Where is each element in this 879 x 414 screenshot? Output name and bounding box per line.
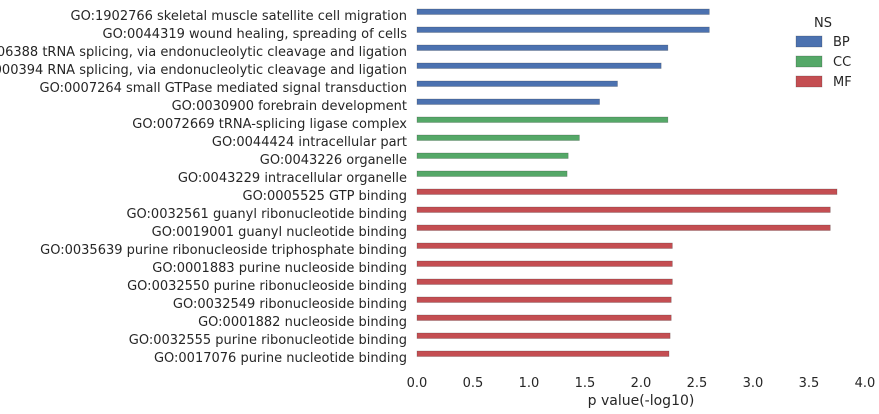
y-tick-label: GO:0030900 forebrain development [172, 99, 407, 114]
y-tick-label: GO:0032555 purine ribonucleotide binding [129, 333, 407, 348]
y-tick-label: GO:0043229 intracellular organelle [178, 171, 407, 186]
bar-mf [416, 278, 673, 285]
bar-bp [416, 26, 710, 33]
bar-mf [416, 242, 673, 249]
x-tick-label: 3.0 [743, 376, 764, 391]
y-tick-label: GO:0017076 purine nucleotide binding [154, 351, 407, 366]
y-tick-label: GO:0032550 purine ribonucleoside binding [127, 279, 407, 294]
y-tick-label: GO:0001882 nucleoside binding [198, 315, 407, 330]
y-tick-label: GO:0007264 small GTPase mediated signal … [40, 81, 407, 96]
legend-swatch-mf [795, 75, 823, 88]
y-tick-label: GO:0072669 tRNA-splicing ligase complex [132, 117, 407, 132]
x-axis-label: p value(-log10) [588, 393, 695, 409]
x-tick-label: 4.0 [855, 376, 876, 391]
y-tick-label: GO:0043226 organelle [260, 153, 407, 168]
x-tick-label: 1.0 [519, 376, 540, 391]
y-tick-label: GO:0035639 purine ribonucleoside triphos… [40, 243, 407, 258]
bar-mf [416, 332, 671, 339]
bar-bp [416, 62, 662, 69]
bar-bp [416, 8, 710, 15]
y-tick-label: GO:0006388 tRNA splicing, via endonucleo… [0, 45, 407, 60]
x-tick-label: 0.5 [463, 376, 484, 391]
bar-cc [416, 134, 580, 141]
bar-bp [416, 80, 618, 87]
bar-bp [416, 44, 669, 51]
x-tick-label: 1.5 [575, 376, 596, 391]
x-tick-label: 2.0 [631, 376, 652, 391]
y-tick-label: GO:0032549 ribonucleoside binding [173, 297, 407, 312]
bar-cc [416, 152, 569, 159]
bar-cc [416, 116, 669, 123]
bar-mf [416, 206, 831, 213]
bars-group [416, 8, 838, 357]
bar-cc [416, 170, 568, 177]
bar-bp [416, 98, 600, 105]
x-tick-label: 0.0 [407, 376, 428, 391]
legend-title: NS [814, 16, 832, 31]
x-tick-label: 2.5 [687, 376, 708, 391]
y-tick-label: GO:0044424 intracellular part [212, 135, 407, 150]
bar-mf [416, 188, 838, 195]
legend-swatch-cc [795, 55, 823, 68]
legend: NS BP CC MF [795, 16, 852, 90]
y-tick-label: GO:0032561 guanyl ribonucleotide binding [126, 207, 407, 222]
y-tick-label: GO:0001883 purine nucleoside binding [152, 261, 407, 276]
bar-mf [416, 260, 673, 267]
bar-mf [416, 350, 670, 357]
x-tick-label: 3.5 [799, 376, 820, 391]
x-tick-labels: 0.0 0.5 1.0 1.5 2.0 2.5 3.0 3.5 4.0 [407, 376, 876, 391]
y-tick-label: GO:0019001 guanyl nucleotide binding [152, 225, 407, 240]
y-tick-label: GO:0000394 RNA splicing, via endonucleol… [0, 63, 407, 78]
y-tick-label: GO:0005525 GTP binding [243, 189, 407, 204]
bar-mf [416, 296, 672, 303]
legend-label-bp: BP [833, 35, 850, 50]
y-tick-labels: GO:1902766 skeletal muscle satellite cel… [0, 9, 407, 366]
bar-mf [416, 224, 831, 231]
legend-label-mf: MF [833, 75, 852, 90]
y-tick-label: GO:0044319 wound healing, spreading of c… [103, 27, 408, 42]
y-tick-label: GO:1902766 skeletal muscle satellite cel… [71, 9, 407, 24]
bar-mf [416, 314, 672, 321]
legend-label-cc: CC [833, 55, 851, 70]
legend-swatch-bp [795, 35, 823, 48]
